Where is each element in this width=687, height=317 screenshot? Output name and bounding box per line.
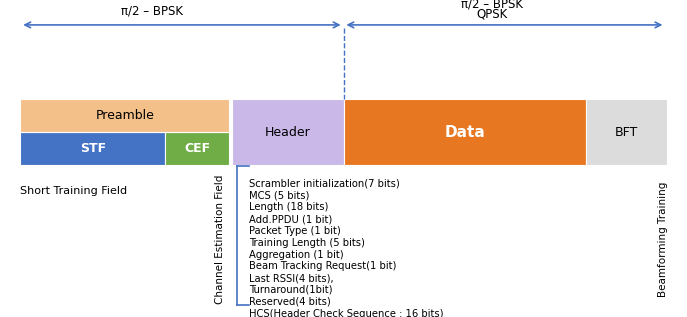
Text: Data: Data (444, 125, 485, 139)
Bar (21, 100, 229, 132)
Bar (21, 132, 165, 165)
Text: Scrambler initialization(7 bits): Scrambler initialization(7 bits) (249, 179, 400, 189)
Text: MCS (5 bits): MCS (5 bits) (249, 191, 310, 200)
Text: Turnaround(1bit): Turnaround(1bit) (249, 285, 333, 295)
Text: Short Training Field: Short Training Field (21, 186, 128, 196)
Bar (232, 100, 344, 165)
Text: BFT: BFT (615, 126, 638, 139)
Text: Preamble: Preamble (95, 109, 154, 122)
Bar (586, 100, 666, 165)
Text: π/2 – BPSK: π/2 – BPSK (460, 0, 523, 11)
Text: Training Length (5 bits): Training Length (5 bits) (249, 238, 365, 248)
Text: Add.PPDU (1 bit): Add.PPDU (1 bit) (249, 214, 333, 224)
Text: Header: Header (265, 126, 311, 139)
Text: Reserved(4 bits): Reserved(4 bits) (249, 297, 331, 307)
Text: Last RSSI(4 bits),: Last RSSI(4 bits), (249, 273, 334, 283)
Text: Channel Estimation Field: Channel Estimation Field (215, 175, 225, 304)
Text: π/2 – BPSK: π/2 – BPSK (121, 4, 183, 17)
Text: QPSK: QPSK (476, 7, 507, 20)
Text: Length (18 bits): Length (18 bits) (249, 202, 328, 212)
Text: Beamforming Training: Beamforming Training (658, 182, 668, 297)
Text: Aggregation (1 bit): Aggregation (1 bit) (249, 249, 344, 260)
Text: STF: STF (80, 142, 106, 155)
Bar (344, 100, 586, 165)
Text: Beam Tracking Request(1 bit): Beam Tracking Request(1 bit) (249, 261, 396, 271)
Bar (165, 132, 229, 165)
Text: Packet Type (1 bit): Packet Type (1 bit) (249, 226, 341, 236)
Text: CEF: CEF (184, 142, 210, 155)
Text: HCS(Header Check Sequence : 16 bits): HCS(Header Check Sequence : 16 bits) (249, 308, 444, 317)
